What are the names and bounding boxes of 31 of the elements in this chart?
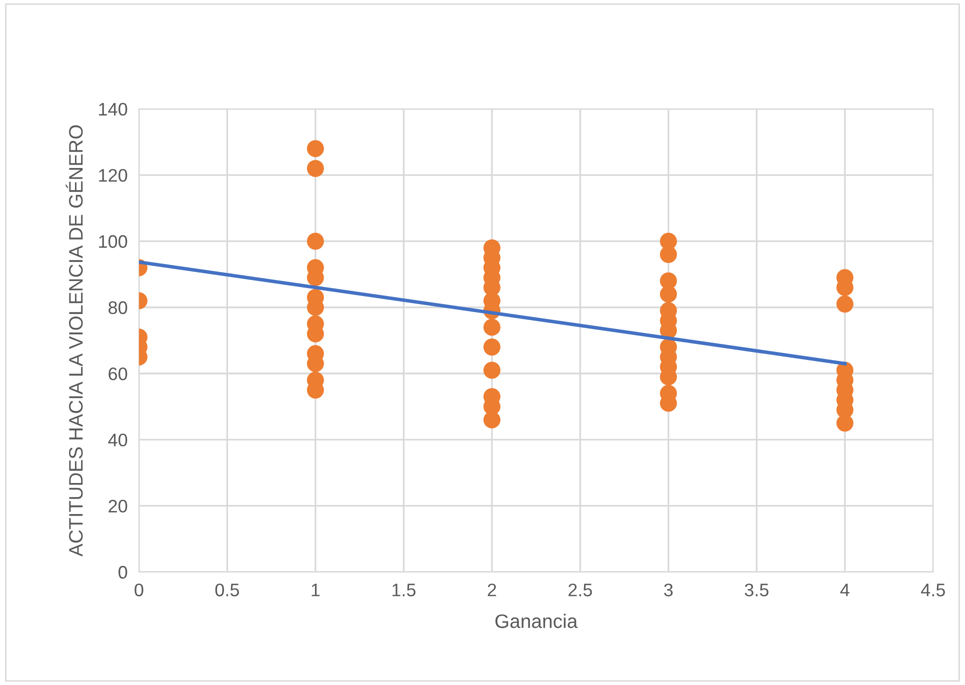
x-tick-label: 0.5 [215,584,239,596]
point [836,414,854,432]
point [483,362,500,379]
point [483,338,500,356]
point [483,318,500,336]
x-tick-label: 3 [664,584,673,596]
y-tick-label: 40 [108,434,128,446]
x-tick-label: 3.5 [744,584,768,596]
y-tick-label: 0 [118,566,128,579]
y-tick-label: 60 [108,367,128,380]
point [306,140,324,158]
x-tick-label: 2.5 [568,584,592,596]
point [836,296,854,313]
x-tick-label: 0 [134,584,144,596]
y-axis-title: ACTITUDES HACIA LA VIOLENCIA DE GÉNERO [66,125,83,557]
point [306,160,324,177]
point [483,411,500,428]
y-tick-label: 80 [108,301,128,314]
y-tick-label: 120 [99,169,128,182]
x-tick-label: 1.5 [392,584,416,596]
x-tick-label: 2 [488,584,496,596]
x-tick-label: 4 [840,584,850,596]
x-axis-title: Ganancia [495,614,578,628]
point [660,246,677,263]
y-tick-label: 20 [108,500,128,513]
y-tick-label: 100 [99,235,128,248]
x-tick-label: 1 [312,584,320,596]
x-tick-label: 4.5 [921,584,945,596]
point [306,232,324,250]
y-tick-label: 140 [99,102,128,116]
point [660,286,677,303]
